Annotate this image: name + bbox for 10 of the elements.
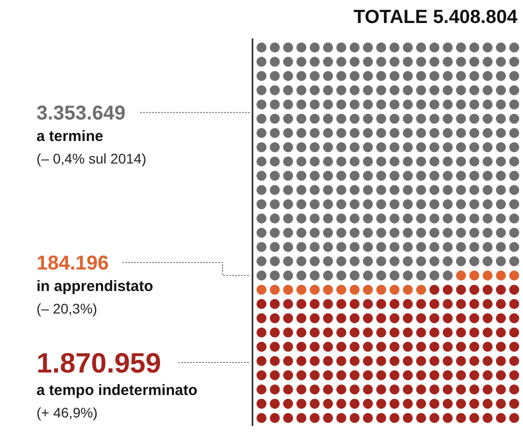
category-label: in apprendistato (36, 278, 154, 295)
category-label: a termine (36, 128, 104, 145)
text: (– 0,4% sul 2014) (36, 150, 146, 166)
text: (– 20,3%) (36, 300, 98, 316)
data-label: 184.196 (36, 252, 109, 274)
text: (+ 46,9%) (36, 404, 98, 420)
data-label: 3.353.649 (36, 102, 126, 124)
category-label: a tempo indeterminato (36, 382, 198, 399)
data-label: 1.870.959 (36, 348, 162, 378)
text: TOTALE 5.408.804 (353, 7, 518, 28)
